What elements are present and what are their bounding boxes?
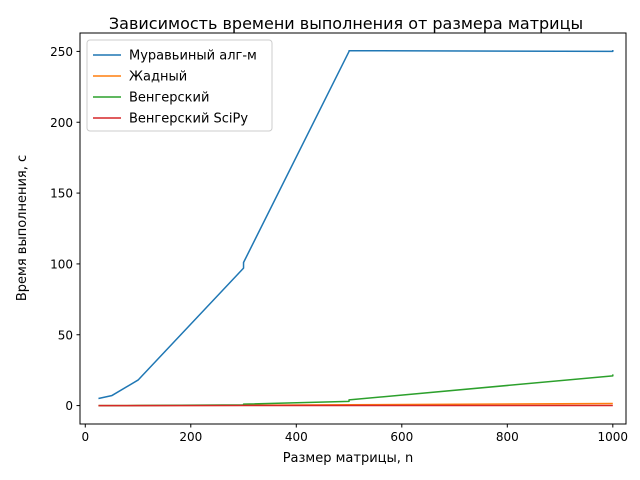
legend-label-0: Муравьиный алг-м <box>129 49 257 64</box>
y-tick-label-3: 150 <box>50 187 73 201</box>
series-line-0 <box>98 49 614 400</box>
plot-lines <box>98 49 614 407</box>
x-axis-ticks: 0 200 400 600 800 1000 <box>81 424 628 444</box>
x-tick-label-3: 600 <box>390 430 413 444</box>
y-axis-ticks: 0 50 100 150 200 250 <box>50 45 80 413</box>
y-tick-label-5: 250 <box>50 45 73 59</box>
y-tick-label-2: 100 <box>50 257 73 271</box>
legend-label-3: Венгерский SciPy <box>129 112 248 127</box>
x-tick-label-4: 800 <box>496 430 519 444</box>
x-tick-label-2: 400 <box>285 430 308 444</box>
plot-frame <box>79 32 627 425</box>
y-tick-label-4: 200 <box>50 116 73 130</box>
legend-label-2: Венгерский <box>129 91 209 106</box>
y-tick-label-1: 50 <box>58 328 73 342</box>
legend-box <box>86 39 273 132</box>
series-line-2 <box>98 374 614 407</box>
x-tick-label-0: 0 <box>81 430 89 444</box>
y-tick-label-0: 0 <box>65 399 73 413</box>
chart-title: Зависимость времени выполнения от размер… <box>109 14 583 33</box>
x-tick-label-1: 200 <box>179 430 202 444</box>
y-axis-label: Время выполнения, с <box>15 155 30 301</box>
x-tick-label-5: 1000 <box>598 430 629 444</box>
x-axis-label: Размер матрицы, n <box>283 451 414 466</box>
legend: Муравьиный алг-м Жадный Венгерский Венгерск… <box>86 39 273 132</box>
legend-label-1: Жадный <box>129 70 187 85</box>
